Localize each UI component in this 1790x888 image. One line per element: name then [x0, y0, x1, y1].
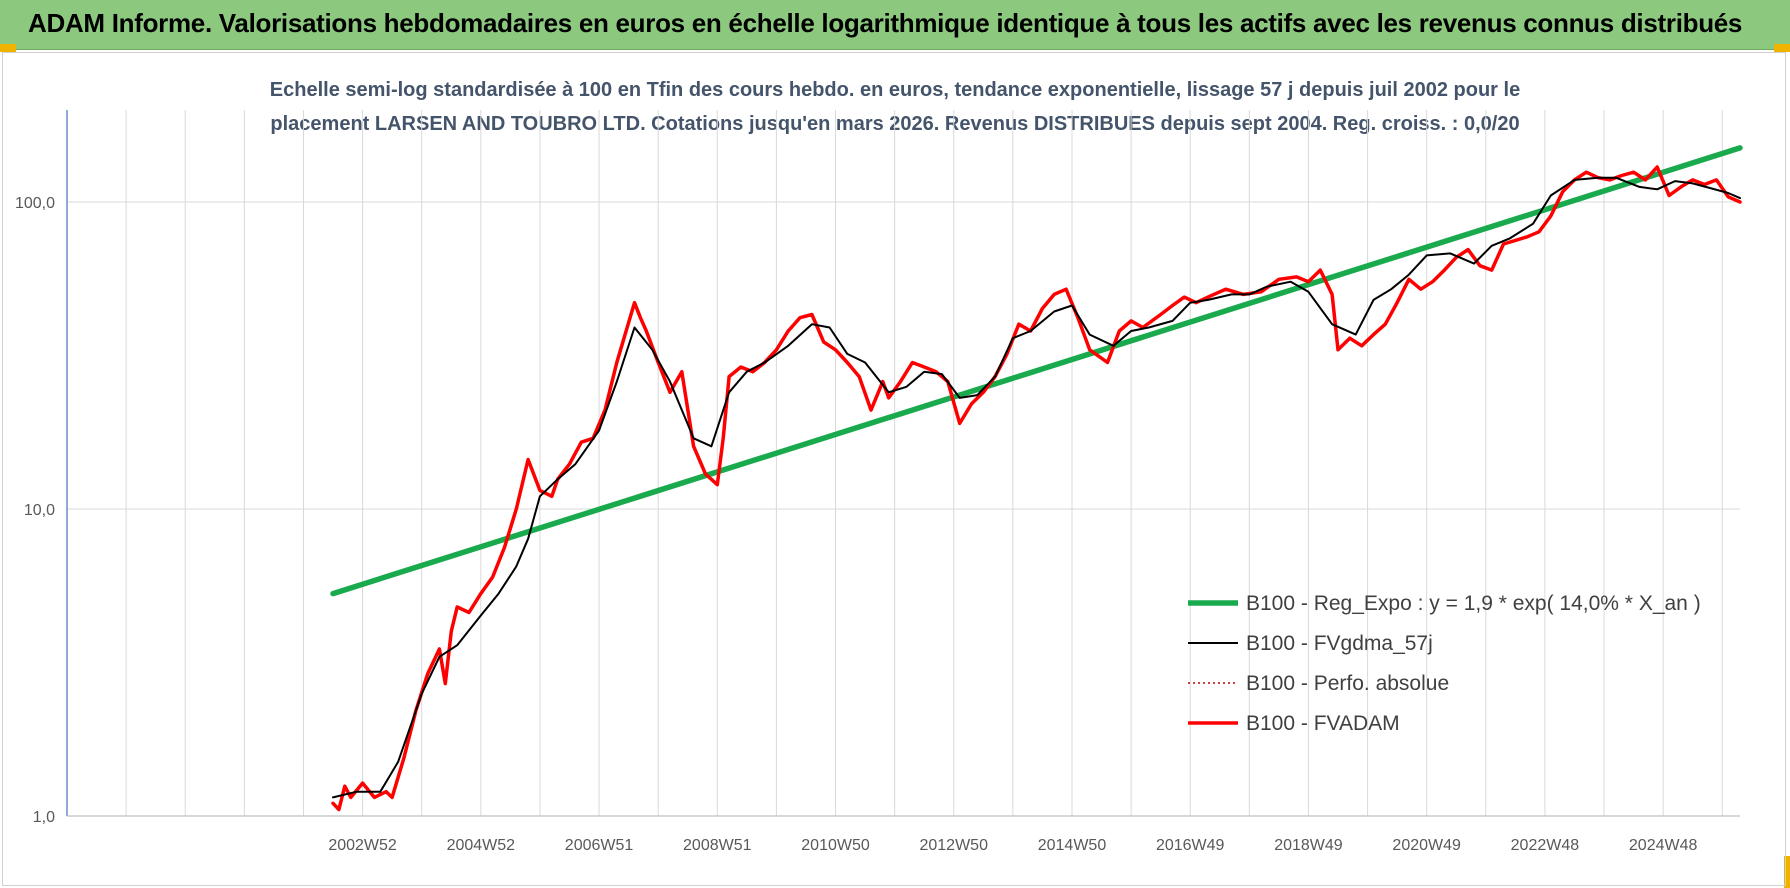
corner-marker-right: [1774, 44, 1790, 52]
legend-entry: B100 - Reg_Expo : y = 1,9 * exp( 14,0% *…: [1246, 592, 1701, 615]
legend: B100 - Reg_Expo : y = 1,9 * exp( 14,0% *…: [1188, 592, 1701, 735]
chart-frame: [2, 52, 1786, 886]
x-tick-label: 2006W51: [565, 837, 634, 854]
axes: 1,0 10,0 100,0 2002W52 2004W52 2006W51 2008W51…: [15, 110, 1740, 854]
x-tick-label: 2024W48: [1629, 837, 1698, 854]
x-tick-label: 2018W49: [1274, 837, 1343, 854]
page-title: ADAM Informe. Valorisations hebdomadaire…: [28, 8, 1743, 38]
x-tick-label: 2002W52: [328, 837, 397, 854]
x-tick-label: 2016W49: [1156, 837, 1225, 854]
x-tick-label: 2008W51: [683, 837, 752, 854]
x-tick-label: 2004W52: [447, 837, 516, 854]
fvadam-line: [331, 165, 1742, 812]
gridlines: [67, 110, 1740, 816]
legend-entry: B100 - Perfo. absolue: [1246, 672, 1449, 695]
corner-marker-left: [0, 44, 16, 52]
x-tick-label: 2014W50: [1038, 837, 1107, 854]
chart-subtitle-line-1: Echelle semi-log standardisée à 100 en T…: [270, 79, 1520, 101]
x-tick-label: 2020W49: [1392, 837, 1461, 854]
y-tick-label: 10,0: [24, 502, 55, 519]
regression-line: [330, 145, 1743, 597]
series: [330, 145, 1743, 812]
header-banner: ADAM Informe. Valorisations hebdomadaire…: [0, 0, 1790, 50]
corner-marker-bottom-right: [1784, 856, 1790, 888]
legend-entry: B100 - FVADAM: [1246, 712, 1400, 735]
smoothed-line: [332, 176, 1741, 799]
legend-entry: B100 - FVgdma_57j: [1246, 632, 1433, 655]
x-tick-label: 2012W50: [919, 837, 988, 854]
x-tick-label: 2022W48: [1511, 837, 1580, 854]
x-tick-label: 2010W50: [801, 837, 870, 854]
y-tick-label: 100,0: [15, 195, 55, 212]
y-tick-label: 1,0: [33, 809, 55, 826]
